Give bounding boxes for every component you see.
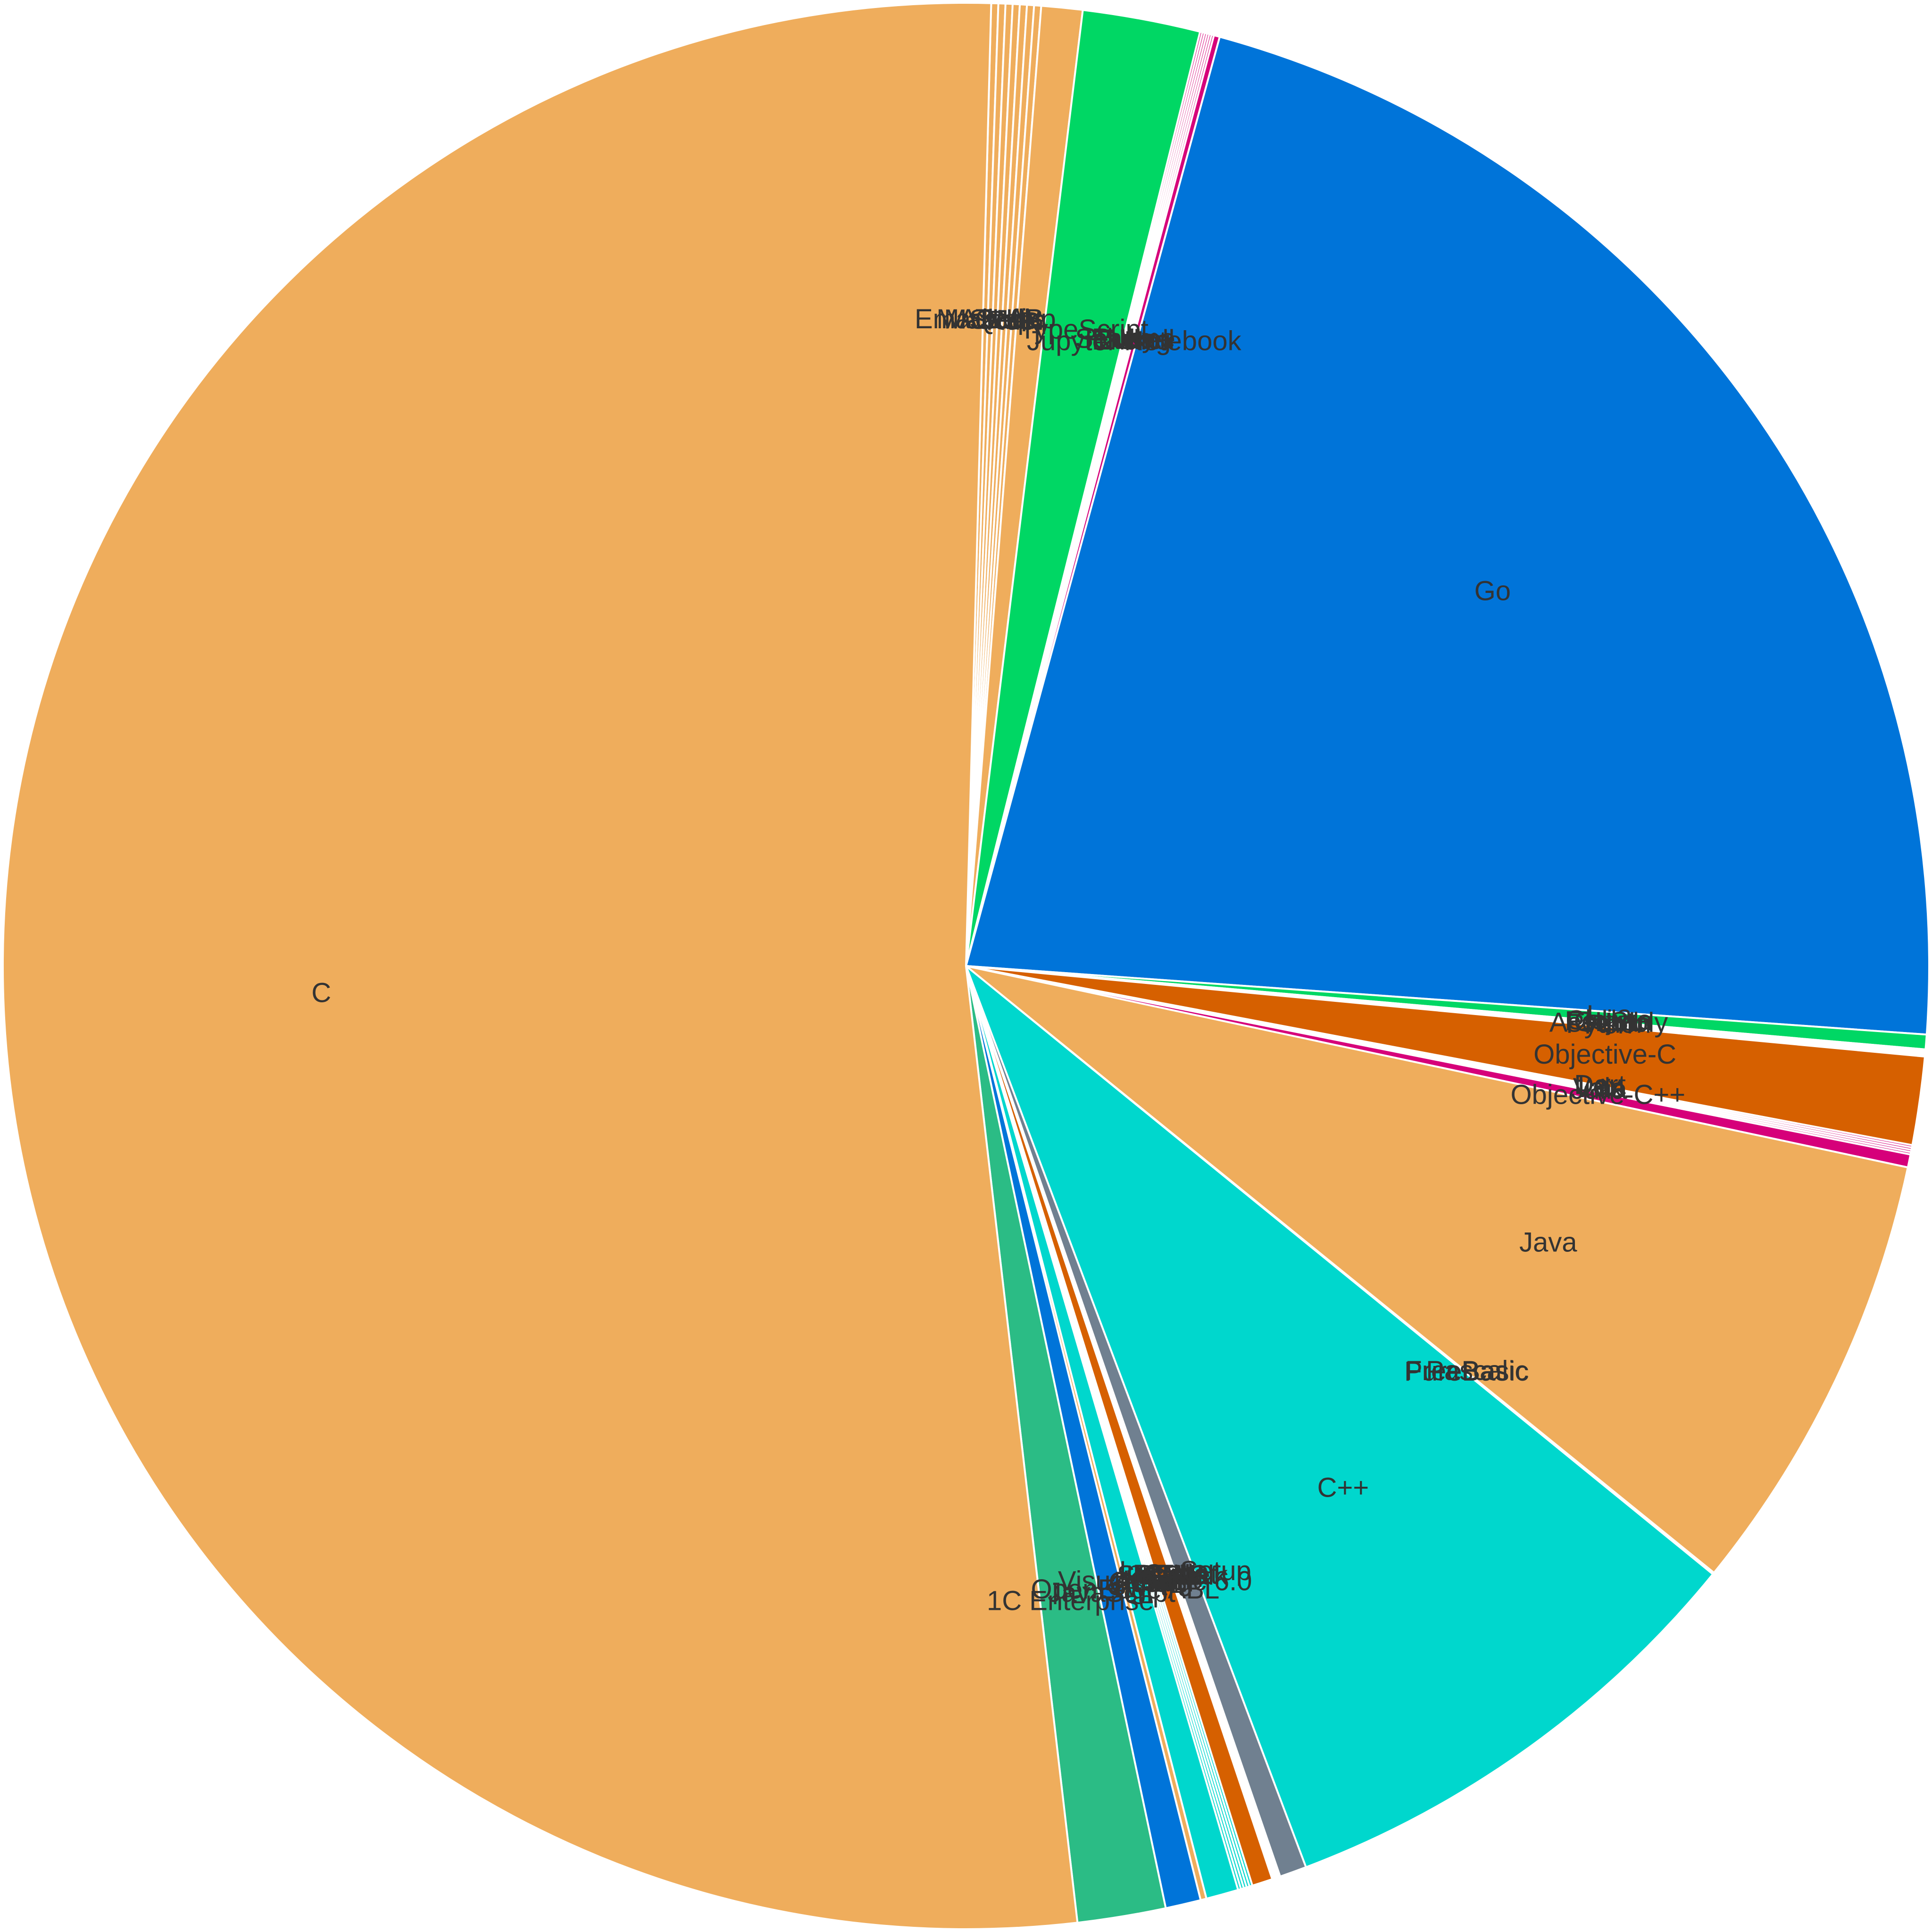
slice-label-objective-c: Objective-C++ bbox=[1510, 1079, 1685, 1110]
slice-label-inno-setup: Inno Setup bbox=[1119, 1556, 1251, 1586]
slice-label-1c-enterprise: 1C Enterprise bbox=[987, 1585, 1154, 1616]
slice-label-lua: Lua bbox=[1587, 999, 1633, 1030]
slice-label-ocaml: OCaml bbox=[1108, 1567, 1193, 1598]
pie-slice-c bbox=[1, 2, 1079, 1930]
slice-label-openedge-abl: OpenEdge ABL bbox=[1031, 1574, 1220, 1605]
slice-label-makefile: Makefile bbox=[944, 304, 1046, 335]
slice-label-c: C++ bbox=[1317, 1473, 1369, 1503]
slice-label-pascal: Pascal bbox=[1426, 1356, 1508, 1386]
slice-label-javascript: JavaScript bbox=[1048, 1577, 1175, 1608]
slice-label-scheme: Scheme bbox=[1075, 323, 1175, 354]
slice-label-go: Go bbox=[1474, 575, 1511, 606]
slice-label-cuda: Cuda bbox=[1143, 1559, 1209, 1590]
slice-label-typescript: TypeScript bbox=[1019, 314, 1149, 345]
slice-label-shell: Shell bbox=[969, 304, 1030, 335]
slice-label-visual-basic-6-0: Visual Basic 6.0 bbox=[1058, 1566, 1252, 1596]
slice-label-glsl: GLSL bbox=[1574, 1007, 1643, 1037]
slice-label-swig: SWIG bbox=[1137, 1560, 1210, 1591]
slice-label-racket: Racket bbox=[1133, 1559, 1218, 1590]
pie-slice-java bbox=[965, 965, 1909, 1574]
slice-label-nix: Nix bbox=[1107, 324, 1147, 354]
pie-slice-go bbox=[965, 35, 1930, 1036]
slice-label-ruby: Ruby bbox=[1091, 323, 1155, 354]
slice-label-purebasic: PureBasic bbox=[1404, 1356, 1529, 1387]
slice-label-jupyter-notebook: Jupyter Notebook bbox=[1027, 325, 1242, 356]
slice-label-haskell: Haskell bbox=[1085, 325, 1174, 355]
slice-label-swift: Swift bbox=[1108, 1571, 1167, 1601]
slice-label-julia: Julia bbox=[1571, 1074, 1627, 1105]
slice-label-sql: SQL bbox=[1144, 1560, 1199, 1591]
slice-label-freebasic: FreeBasic bbox=[1405, 1356, 1528, 1386]
slice-label-erlang: Erlang bbox=[1092, 325, 1171, 356]
slice-label-lex: Lex bbox=[1578, 1071, 1622, 1102]
slice-label-tcl: Tcl bbox=[1157, 1560, 1191, 1591]
slice-label-clojure: Clojure bbox=[1566, 1005, 1652, 1036]
slice-label-kotlin: Kotlin bbox=[1123, 1565, 1191, 1596]
slice-label-emacs-lisp: Emacs Lisp bbox=[915, 304, 1056, 334]
slice-label-julia: Julia bbox=[1100, 324, 1157, 355]
slice-label-smalltalk: Smalltalk bbox=[1117, 1560, 1228, 1591]
slice-label-matlab: MATLAB bbox=[936, 304, 1044, 334]
slice-label-autoit: AutoIt bbox=[1114, 1567, 1185, 1598]
slice-label-dart: Dart bbox=[1574, 1070, 1626, 1100]
slice-label-c: C bbox=[311, 978, 331, 1008]
slice-label-objective-c: Objective-C bbox=[1533, 1039, 1676, 1070]
slice-label-rust: Rust bbox=[986, 305, 1042, 336]
slice-label-c: C# bbox=[1147, 1563, 1182, 1593]
slice-label-java: Java bbox=[1519, 1227, 1577, 1258]
slice-label-perl: Perl bbox=[1584, 1009, 1633, 1040]
slice-label-assembly: Assembly bbox=[1549, 1008, 1668, 1038]
slice-label-jq: Jq bbox=[995, 305, 1024, 335]
pie-slice-c bbox=[964, 963, 1715, 1869]
slice-label-prolog: Prolog bbox=[1114, 1566, 1193, 1597]
slice-label-fortran: Fortran bbox=[1565, 1006, 1653, 1036]
slice-label-html: HTML bbox=[1137, 1559, 1212, 1590]
slice-label-r: R bbox=[1021, 307, 1041, 337]
slice-label-vala: Vala bbox=[1573, 1073, 1626, 1103]
slice-label-python: Python bbox=[1566, 1008, 1651, 1039]
slice-label-qml: QML bbox=[975, 305, 1034, 335]
pie-labels: Emacs LispMATLABMakefileShellQMLJqRustRT… bbox=[311, 304, 1685, 1616]
